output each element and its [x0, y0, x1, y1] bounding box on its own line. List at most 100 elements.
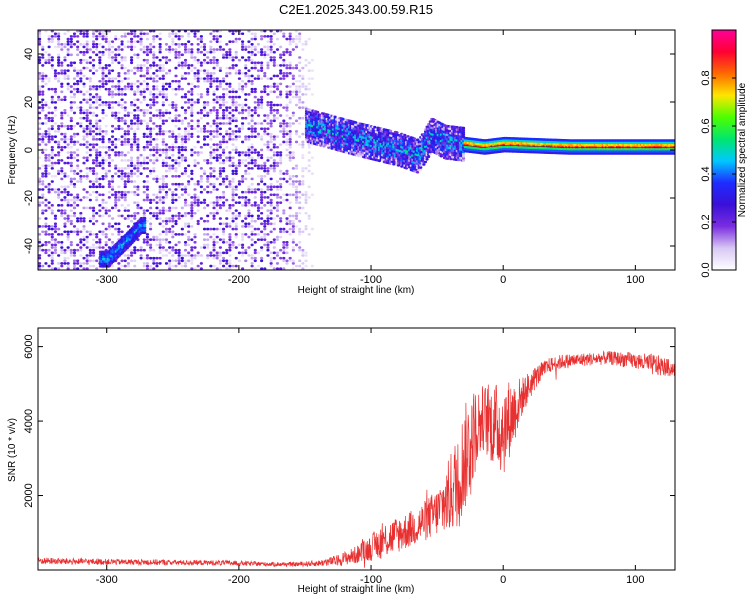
heatmap-cell: [114, 56, 118, 59]
heatmap-cell: [187, 132, 191, 136]
heatmap-cell: [145, 180, 150, 183]
heatmap-cell: [218, 227, 222, 231]
heatmap-cell: [41, 90, 45, 94]
heatmap-cell: [253, 161, 257, 165]
heatmap-cell: [221, 122, 226, 125]
heatmap-cell: [50, 175, 54, 178]
heatmap-cell: [209, 211, 213, 215]
heatmap-cell: [435, 152, 439, 155]
heatmap-cell: [180, 53, 184, 57]
heatmap-cell: [145, 262, 150, 265]
heatmap-cell: [79, 30, 83, 33]
heatmap-cell: [187, 204, 191, 207]
heatmap-cell: [174, 182, 178, 186]
heatmap-cell: [57, 53, 61, 57]
heatmap-cell: [247, 209, 251, 212]
heatmap-cell: [202, 201, 207, 204]
heatmap-cell: [53, 248, 58, 252]
heatmap-cell: [152, 58, 156, 62]
heatmap-cell: [212, 238, 216, 241]
heatmap-cell: [98, 85, 102, 88]
heatmap-cell: [212, 122, 216, 125]
heatmap-cell: [171, 182, 175, 186]
heatmap-cell: [145, 32, 150, 36]
heatmap-cell: [38, 87, 42, 91]
heatmap-cell: [82, 116, 86, 120]
heatmap-cell: [231, 109, 235, 112]
heatmap-cell: [85, 177, 89, 181]
heatmap-cell: [117, 74, 121, 78]
heatmap-cell: [215, 114, 219, 117]
heatmap-cell: [231, 227, 235, 231]
heatmap-cell: [228, 132, 232, 136]
heatmap-cell: [228, 262, 232, 265]
heatmap-cell: [215, 101, 219, 104]
heatmap-cell: [139, 206, 143, 210]
heatmap-cell: [237, 159, 242, 162]
heatmap-cell: [288, 61, 292, 65]
heatmap-cell: [50, 87, 54, 91]
heatmap-cell: [215, 122, 219, 125]
heatmap-cell: [244, 225, 248, 228]
heatmap-cell: [126, 114, 131, 117]
heatmap-cell: [161, 230, 165, 234]
heatmap-cell: [117, 79, 121, 83]
heatmap-cell: [187, 32, 191, 36]
heatmap-cell: [110, 69, 115, 72]
heatmap-cell: [285, 95, 289, 99]
heatmap-cell: [149, 227, 153, 231]
heatmap-cell: [44, 241, 48, 244]
heatmap-cell: [82, 135, 86, 138]
heatmap-cell: [247, 161, 251, 165]
heatmap-cell: [66, 217, 70, 220]
heatmap-cell: [231, 116, 235, 120]
heatmap-cell: [91, 259, 96, 263]
heatmap-cell: [114, 138, 118, 141]
heatmap-cell: [114, 35, 118, 38]
heatmap-cell: [221, 77, 226, 80]
heatmap-cell: [225, 82, 229, 86]
heatmap-cell: [104, 64, 108, 67]
heatmap-cell: [256, 233, 261, 236]
heatmap-cell: [250, 225, 254, 228]
heatmap-cell: [101, 233, 105, 236]
heatmap-cell: [231, 214, 235, 218]
heatmap-cell: [155, 264, 159, 268]
heatmap-cell: [225, 159, 229, 162]
heatmap-cell: [240, 48, 245, 51]
heatmap-cell: [228, 106, 232, 109]
heatmap-cell: [310, 69, 314, 72]
heatmap-cell: [307, 164, 311, 168]
heatmap-cell: [247, 167, 251, 170]
heatmap-cell: [212, 77, 216, 80]
heatmap-cell: [104, 74, 108, 78]
heatmap-cell: [240, 43, 245, 46]
heatmap-cell: [41, 264, 45, 268]
heatmap-cell: [142, 109, 146, 112]
heatmap-cell: [142, 148, 146, 152]
heatmap-cell: [310, 58, 314, 62]
heatmap-cell: [72, 206, 77, 210]
heatmap-cell: [91, 50, 96, 54]
heatmap-cell: [79, 248, 83, 252]
heatmap-cell: [272, 90, 276, 94]
heatmap-cell: [199, 116, 203, 120]
heatmap-cell: [47, 164, 51, 168]
heatmap-cell: [66, 143, 70, 146]
heatmap-cell: [180, 193, 184, 197]
heatmap-cell: [199, 130, 203, 133]
heatmap-cell: [149, 130, 153, 133]
heatmap-cell: [41, 45, 45, 49]
heatmap-cell: [139, 119, 143, 123]
heatmap-cell: [168, 48, 172, 51]
heatmap-cell: [38, 238, 42, 241]
heatmap-cell: [120, 98, 124, 102]
heatmap-cell: [149, 48, 153, 51]
heatmap-cell: [427, 155, 431, 159]
heatmap-cell: [275, 153, 280, 157]
heatmap-cell: [234, 124, 238, 128]
heatmap-cell: [240, 219, 245, 223]
heatmap-cell: [117, 85, 121, 88]
heatmap-cell: [91, 87, 96, 91]
heatmap-cell: [202, 227, 207, 231]
